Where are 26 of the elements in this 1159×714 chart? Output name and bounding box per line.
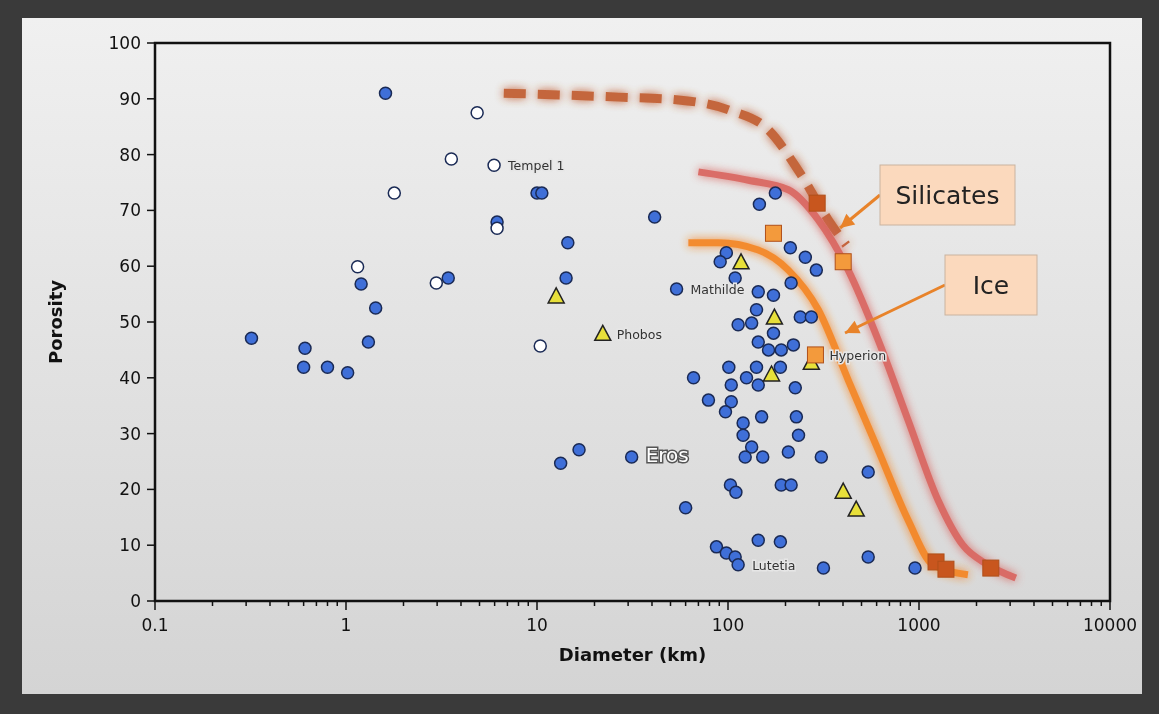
annotation: Ice — [972, 271, 1010, 300]
x-tick-label: 1000 — [897, 615, 941, 635]
annotation: Silicates — [895, 181, 1000, 210]
x-tick-label: 1 — [340, 615, 352, 635]
y-axis-title: Porosity — [45, 279, 66, 365]
annotation: Mathilde — [690, 282, 745, 298]
x-tick-label: 10000 — [1082, 615, 1138, 635]
x-tick-label: 0.1 — [141, 615, 169, 635]
x-axis-title: Diameter (km) — [558, 644, 707, 665]
y-tick-label: 70 — [119, 200, 141, 221]
annotation: Lutetia — [752, 557, 796, 573]
annotation: Phobos — [616, 327, 662, 343]
y-tick-label: 0 — [130, 591, 141, 611]
annotation: Eros — [645, 443, 689, 468]
y-tick-label: 30 — [119, 423, 141, 444]
annotation: Tempel 1 — [507, 158, 565, 174]
y-tick-label: 90 — [119, 88, 141, 109]
y-tick-label: 80 — [119, 144, 141, 165]
y-tick-label: 10 — [119, 535, 141, 556]
x-tick-label: 10 — [526, 615, 548, 635]
y-tick-label: 60 — [119, 256, 141, 277]
x-tick-label: 100 — [711, 615, 745, 635]
y-tick-label: 50 — [119, 312, 141, 332]
y-tick-label: 40 — [119, 367, 141, 388]
y-tick-label: 100 — [108, 33, 141, 53]
y-tick-label: 20 — [119, 479, 141, 500]
